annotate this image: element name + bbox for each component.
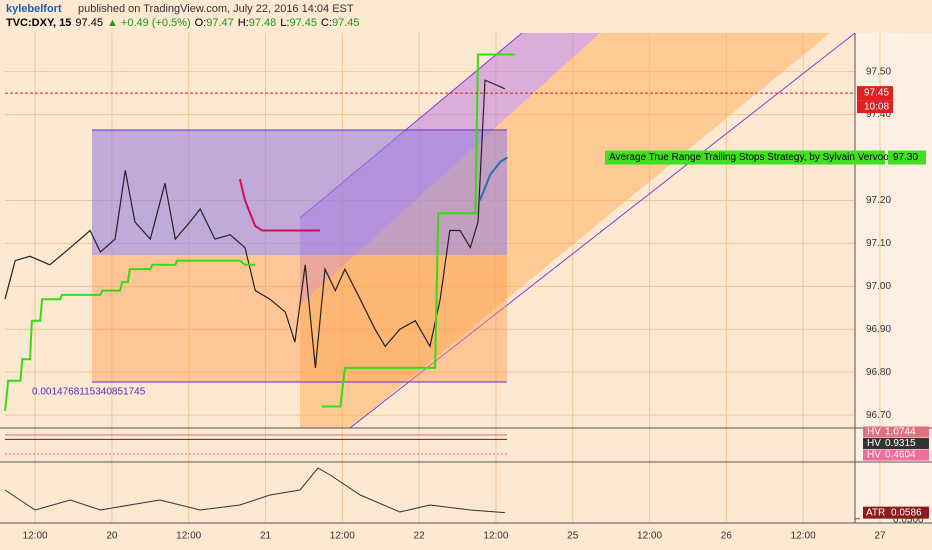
author: kylebelfort — [6, 3, 62, 15]
quote-part: H: — [238, 17, 249, 29]
y-tick-label: 97.00 — [866, 281, 891, 292]
y-tick-label: 97.10 — [866, 238, 891, 249]
y-tick-label: 96.90 — [866, 324, 891, 335]
x-tick-label: 12:00 — [23, 531, 48, 542]
quote-part: C: — [321, 17, 332, 29]
range-box-lower — [92, 255, 507, 382]
channel-lower — [300, 33, 830, 428]
y-tick-label: 97.20 — [866, 195, 891, 206]
hv-tag — [863, 449, 929, 461]
price-tag-label: 97.45 — [864, 88, 889, 99]
x-tick-label: 12:00 — [176, 531, 201, 542]
y-tick-label: 97.40 — [866, 109, 891, 120]
hv-name: HV — [867, 438, 881, 449]
quote-part: 97.47 — [206, 17, 234, 29]
range-box-upper — [92, 130, 507, 255]
annotation: 0.0014768115340851745 — [32, 387, 146, 398]
x-tick-label: 26 — [721, 531, 733, 542]
series-line — [478, 156, 508, 201]
quote-part: L: — [280, 17, 289, 29]
channel-line — [349, 32, 856, 429]
x-tick-label: 12:00 — [637, 531, 662, 542]
x-tick-label: 12:00 — [483, 531, 508, 542]
hv-name: HV — [867, 427, 881, 438]
quote-part: ▲ +0.49 (+0.5%) — [107, 17, 191, 29]
quote: TVC:DXY, 15 97.45 ▲ +0.49 (+0.5%) O:97.47 H:… — [6, 17, 360, 29]
series-line — [4, 79, 506, 368]
atr-name: ATR — [866, 507, 885, 518]
x-tick-label: 27 — [874, 531, 886, 542]
quote-part: O: — [195, 17, 207, 29]
atr-tag — [863, 506, 929, 519]
hv-name: HV — [867, 450, 881, 461]
atr-line — [4, 467, 505, 514]
y-tick-label: 97.50 — [866, 66, 891, 77]
atr-value: 0.0586 — [891, 507, 922, 518]
x-tick-label: 20 — [106, 531, 118, 542]
quote-part: 97.45 — [75, 17, 103, 29]
quote-part: TVC:DXY, 15 — [6, 17, 71, 29]
hv-value: 0.4604 — [885, 450, 916, 461]
strategy-text: Average True Range Trailing Stops Strate… — [609, 152, 895, 163]
time-tag — [857, 100, 893, 114]
x-tick-label: 21 — [260, 531, 272, 542]
x-tick-label: 12:00 — [330, 531, 355, 542]
hv-value: 0.9315 — [885, 438, 916, 449]
strategy-value-box — [888, 150, 926, 165]
hv-tag — [863, 426, 929, 438]
quote-part: 97.45 — [289, 17, 317, 29]
strategy-value: 97.30 — [893, 152, 918, 163]
series-line — [238, 178, 320, 232]
quote-part: 97.45 — [332, 17, 360, 29]
price-tag — [857, 86, 893, 101]
y-tick-label: 96.80 — [866, 367, 891, 378]
hv-tag — [863, 438, 929, 449]
y-tick-label: 96.70 — [866, 410, 891, 421]
time-tag-label: 10:08 — [864, 102, 889, 113]
atr-tick-label: 0.0500 — [893, 514, 924, 525]
quote-part: 97.48 — [249, 17, 277, 29]
series-line — [4, 53, 516, 411]
x-tick-label: 12:00 — [791, 531, 816, 542]
strategy-box — [605, 150, 885, 165]
hv-value: 1.0744 — [885, 427, 916, 438]
header-text: published on TradingView.com, July 22, 2… — [78, 3, 354, 15]
x-tick-label: 25 — [567, 531, 579, 542]
plot — [4, 53, 516, 411]
x-tick-label: 22 — [414, 531, 426, 542]
